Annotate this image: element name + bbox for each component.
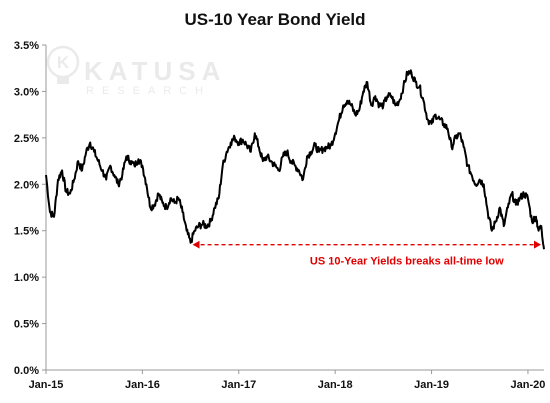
chart-title: US-10 Year Bond Yield	[184, 10, 365, 29]
watermark-subtitle: RESEARCH	[86, 85, 211, 97]
x-tick-label: Jan-19	[414, 379, 449, 391]
x-tick-label: Jan-15	[29, 379, 64, 391]
x-tick-label: Jan-17	[221, 379, 256, 391]
watermark-title: KATUSA	[84, 56, 226, 86]
y-tick-label: 3.5%	[14, 40, 39, 52]
y-tick-label: 2.0%	[14, 179, 39, 191]
y-tick-label: 0.5%	[14, 319, 39, 331]
x-tick-label: Jan-16	[125, 379, 160, 391]
annotation-label: US 10-Year Yields breaks all-time low	[310, 256, 504, 268]
lightbulb-base-icon	[57, 77, 69, 84]
y-tick-label: 1.0%	[14, 272, 39, 284]
x-tick-label: Jan-18	[318, 379, 353, 391]
yield-series-line	[45, 69, 545, 250]
x-tick-label: Jan-20	[511, 379, 546, 391]
y-tick-label: 0.0%	[14, 365, 39, 377]
lightbulb-icon	[46, 45, 80, 79]
logo-k-glyph: K	[57, 53, 70, 72]
y-tick-label: 3.0%	[14, 86, 39, 98]
y-tick-label: 1.5%	[14, 226, 39, 238]
y-tick-label: 2.5%	[14, 133, 39, 145]
